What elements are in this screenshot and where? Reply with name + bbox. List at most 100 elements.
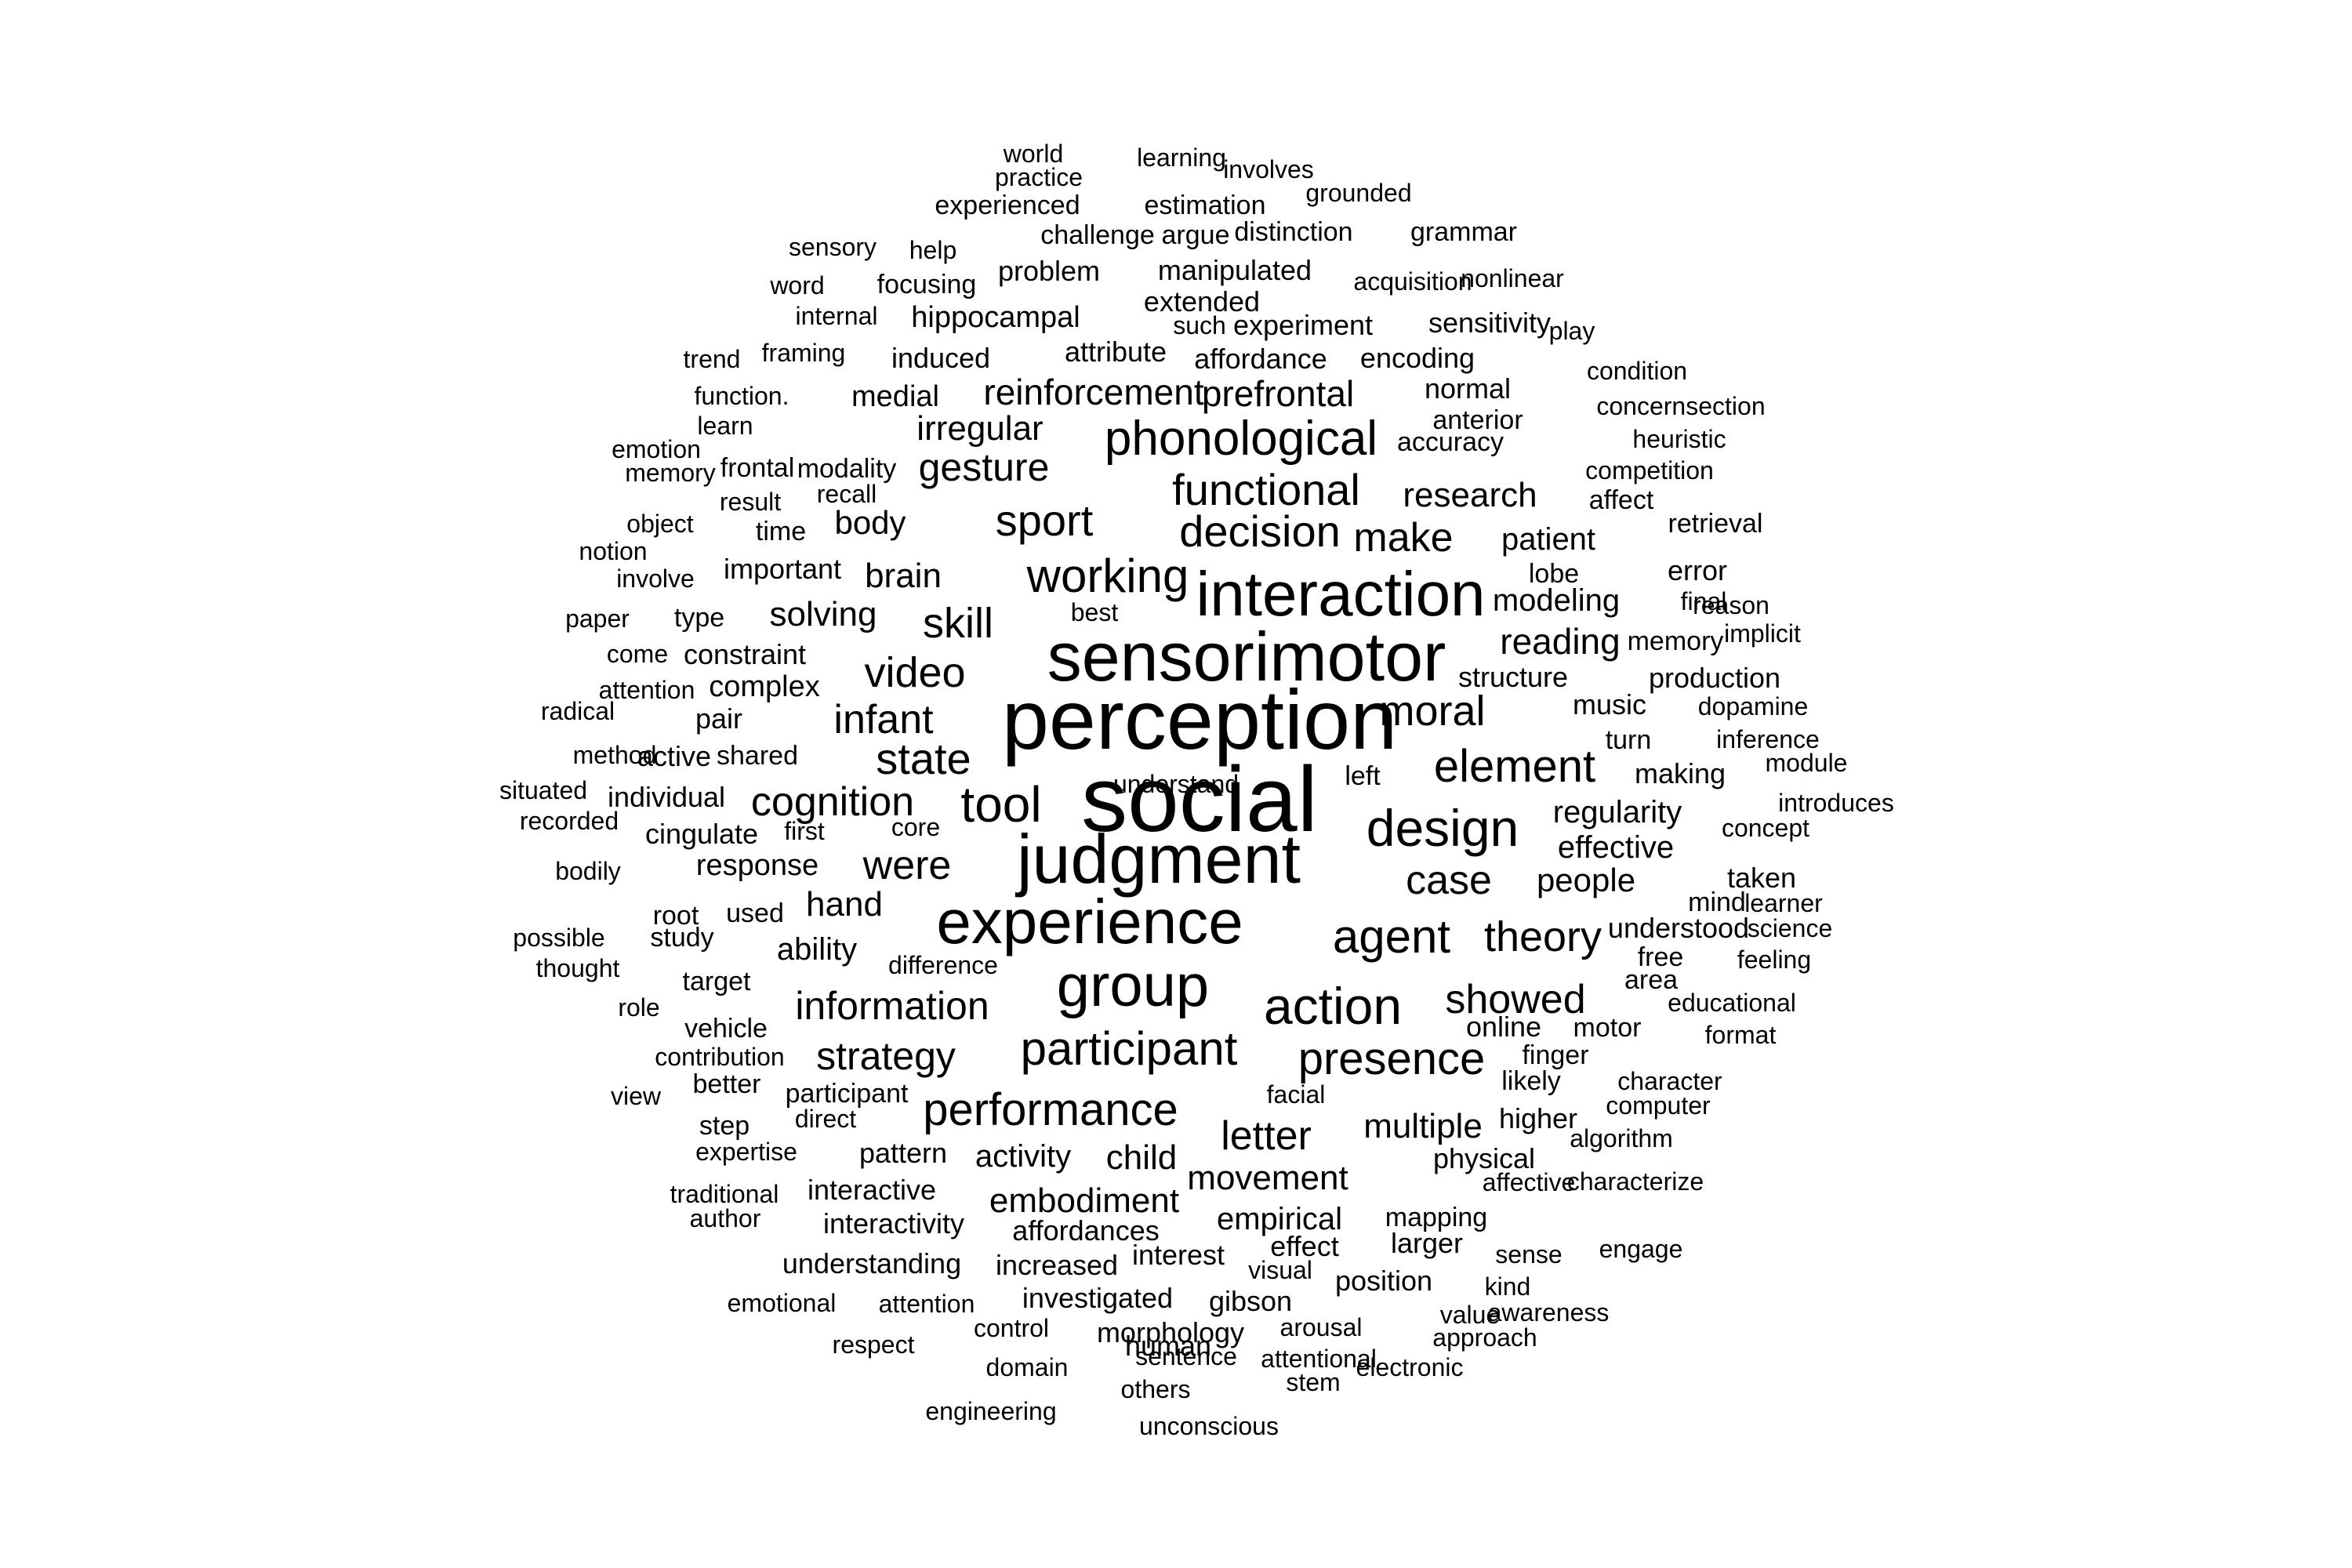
word-participant: participant [785,1079,909,1109]
word-reinforcement: reinforcement [983,372,1204,412]
word-mind: mind [1688,887,1746,917]
word-attention: attention [598,676,695,704]
word-interaction: interaction [1196,559,1486,629]
word-focusing: focusing [877,270,977,299]
word-time: time [755,517,807,546]
word-prefrontal: prefrontal [1201,373,1355,414]
word-step: step [699,1111,750,1141]
word-state: state [876,734,971,783]
word-affordances: affordances [1012,1214,1160,1247]
word-grammar: grammar [1410,217,1518,247]
word-patient: patient [1501,522,1596,557]
word-condition: condition [1586,357,1688,385]
word-sense: sense [1495,1240,1563,1269]
word-visual: visual [1248,1256,1312,1284]
word-others: others [1120,1375,1191,1403]
word-activity: activity [975,1139,1072,1174]
word-affective: affective [1482,1168,1576,1196]
word-left: left [1345,761,1381,791]
word-mapping: mapping [1385,1203,1488,1232]
word-research: research [1403,476,1537,514]
word-structure: structure [1457,661,1569,693]
word-respect: respect [832,1330,915,1359]
word-science: science [1747,914,1833,942]
word-multiple: multiple [1363,1107,1483,1145]
word-phonological: phonological [1104,412,1378,466]
word-medial: medial [851,380,939,413]
word-result: result [719,488,782,516]
word-sensory: sensory [788,233,877,261]
word-sensorimotor: sensorimotor [1047,618,1446,695]
word-gibson: gibson [1208,1285,1293,1317]
word-arousal: arousal [1279,1313,1363,1341]
word-value: value [1439,1301,1501,1329]
word-acquisition: acquisition [1353,267,1472,296]
word-gesture: gesture [918,445,1050,489]
word-body: body [834,504,906,541]
word-participant: participant [1020,1022,1238,1075]
word-showed: showed [1445,977,1586,1022]
word-social: social [1081,748,1318,851]
word-involves: involves [1223,155,1314,183]
word-characterize: characterize [1566,1167,1704,1196]
word-strategy: strategy [816,1034,956,1078]
word-modeling: modeling [1492,583,1621,618]
word-format: format [1704,1021,1777,1049]
word-awareness: awareness [1487,1298,1610,1327]
word-skill: skill [923,600,993,647]
word-study: study [650,923,714,953]
word-character: character [1617,1067,1722,1095]
word-method: method [572,741,657,769]
word-performance: performance [923,1084,1178,1135]
word-retrieval: retrieval [1668,509,1763,539]
word-educational: educational [1668,989,1796,1017]
word-direct: direct [794,1105,857,1133]
word-brain: brain [865,557,942,595]
word-normal: normal [1424,372,1512,405]
word-computer: computer [1606,1091,1711,1120]
word-come: come [606,640,669,668]
word-movement: movement [1187,1159,1348,1197]
word-approach: approach [1432,1323,1537,1352]
word-cognition: cognition [750,779,915,825]
word-shared: shared [717,741,798,771]
word-stem: stem [1286,1368,1341,1396]
word-position: position [1334,1265,1433,1297]
word-kind: kind [1484,1272,1531,1301]
word-group: group [1056,953,1210,1019]
word-infant: infant [833,697,934,742]
word-better: better [692,1069,761,1099]
word-extended: extended [1143,285,1261,318]
word-affect: affect [1588,485,1654,515]
word-lobe: lobe [1528,559,1580,589]
word-challenge: challenge [1040,220,1155,250]
word-embodiment: embodiment [989,1181,1180,1220]
word-best: best [1070,598,1119,626]
word-anterior: anterior [1432,405,1523,435]
word-area: area [1624,965,1679,995]
word-reason: reason [1693,591,1769,619]
word-electronic: electronic [1356,1353,1464,1381]
word-larger: larger [1390,1227,1464,1259]
word-action: action [1263,977,1403,1035]
word-interest: interest [1131,1239,1225,1271]
word-people: people [1536,862,1636,898]
word-engage: engage [1599,1235,1683,1263]
word-implicit: implicit [1724,619,1801,648]
word-affordance: affordance [1194,343,1327,375]
word-response: response [695,849,819,882]
word-feeling: feeling [1737,946,1812,974]
word-solving: solving [769,595,877,633]
word-radical: radical [540,697,615,725]
word-accuracy: accuracy [1396,427,1504,457]
word-estimation: estimation [1144,191,1266,220]
word-target: target [682,967,751,996]
word-modality: modality [797,454,897,484]
word-production: production [1648,662,1781,694]
word-first: first [784,817,825,845]
word-motor: motor [1573,1013,1642,1043]
word-active: active [637,740,712,772]
word-ability: ability [776,932,858,967]
word-morphology: morphology [1096,1316,1245,1348]
word-word: word [770,271,825,299]
